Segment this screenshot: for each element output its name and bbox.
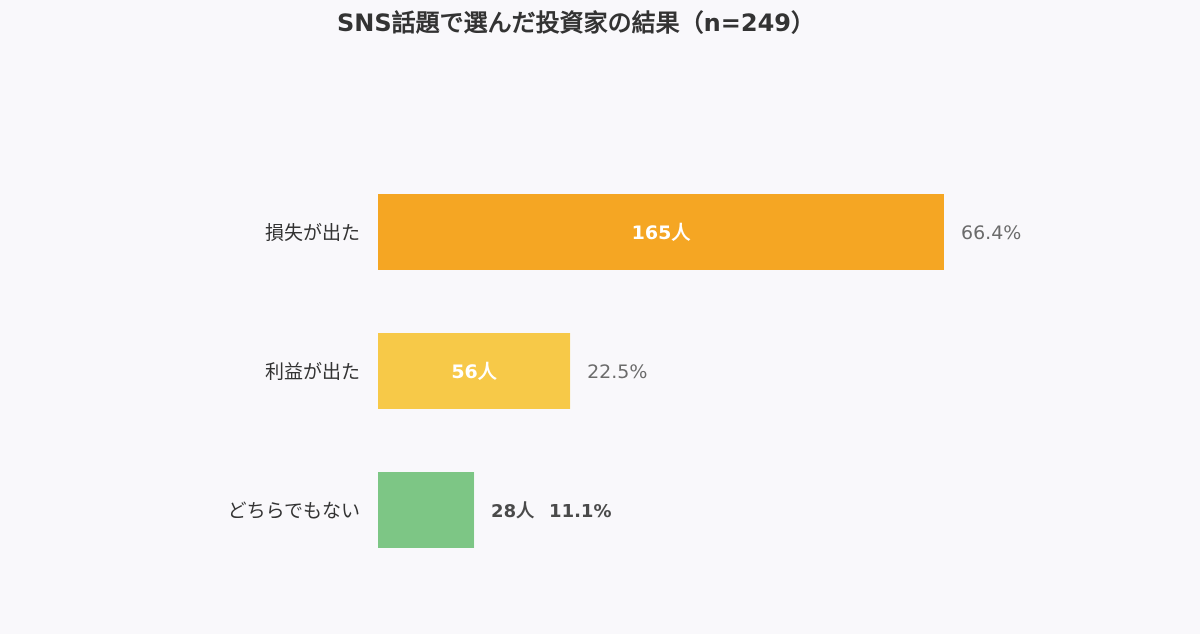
- count-label: 56人: [451, 361, 497, 383]
- count-label: 28人: [491, 501, 535, 522]
- bar: [378, 472, 475, 548]
- bar: [378, 194, 944, 270]
- percent-label: 11.1%: [549, 501, 611, 522]
- percent-label: 66.4%: [961, 222, 1021, 244]
- category-label: 損失が出た: [265, 222, 360, 244]
- category-label: 利益が出た: [265, 361, 360, 383]
- bar: [378, 333, 571, 409]
- category-label: どちらでもない: [228, 500, 360, 522]
- chart-title: SNS話題で選んだ投資家の結果（n=249）: [337, 9, 815, 37]
- bars-layer: 損失が出た 165人 66.4% 利益が出た 56人 22.5% どちらでもない 28人 11.…: [228, 194, 1021, 548]
- count-label: 165人: [632, 222, 692, 244]
- percent-label: 22.5%: [587, 361, 647, 383]
